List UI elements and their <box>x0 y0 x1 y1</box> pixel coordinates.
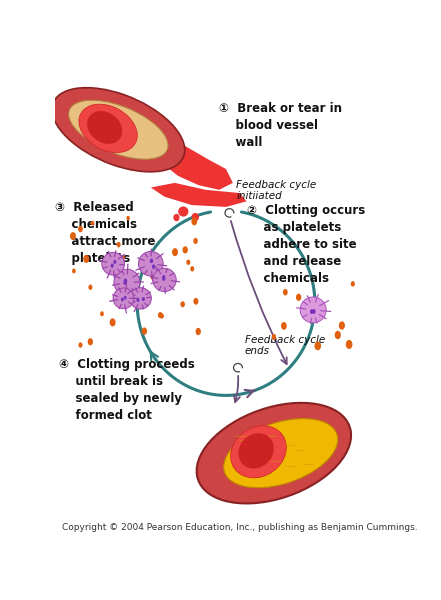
Ellipse shape <box>191 213 199 221</box>
Circle shape <box>160 313 164 319</box>
Circle shape <box>88 338 93 346</box>
Circle shape <box>183 246 188 254</box>
Circle shape <box>158 312 162 318</box>
Circle shape <box>83 255 89 263</box>
Circle shape <box>137 298 139 302</box>
Circle shape <box>296 293 301 301</box>
Circle shape <box>124 296 127 299</box>
Ellipse shape <box>52 88 185 172</box>
Ellipse shape <box>87 111 122 144</box>
Ellipse shape <box>138 251 163 276</box>
Circle shape <box>150 259 153 263</box>
Text: Feedback cycle
ends: Feedback cycle ends <box>245 335 325 356</box>
Circle shape <box>314 341 321 350</box>
Circle shape <box>283 289 288 295</box>
Circle shape <box>346 340 352 349</box>
Circle shape <box>123 278 127 283</box>
Ellipse shape <box>178 206 188 217</box>
Circle shape <box>91 221 94 226</box>
Circle shape <box>142 297 145 301</box>
Circle shape <box>150 274 155 280</box>
Circle shape <box>72 268 76 274</box>
Ellipse shape <box>79 104 137 152</box>
Circle shape <box>70 232 76 240</box>
Circle shape <box>191 218 197 226</box>
Circle shape <box>127 216 130 220</box>
Circle shape <box>162 275 165 280</box>
Circle shape <box>123 280 127 285</box>
Circle shape <box>195 328 201 335</box>
Text: ④  Clotting proceeds
    until break is
    sealed by newly
    formed clot: ④ Clotting proceeds until break is seale… <box>59 358 194 422</box>
Circle shape <box>193 238 198 244</box>
Circle shape <box>162 277 165 281</box>
Ellipse shape <box>114 269 140 295</box>
Circle shape <box>351 281 355 287</box>
Ellipse shape <box>300 297 326 323</box>
Ellipse shape <box>113 288 134 309</box>
Circle shape <box>108 255 111 260</box>
Circle shape <box>152 265 155 269</box>
Ellipse shape <box>130 288 151 309</box>
Text: ②  Clotting occurs
    as platelets
    adhere to site
    and release
    chemi: ② Clotting occurs as platelets adhere to… <box>247 203 365 284</box>
Ellipse shape <box>197 403 351 503</box>
Polygon shape <box>144 139 233 190</box>
Circle shape <box>78 343 82 348</box>
Text: Copyright © 2004 Pearson Education, Inc., publishing as Benjamin Cummings.: Copyright © 2004 Pearson Education, Inc.… <box>62 523 418 532</box>
Circle shape <box>78 226 83 232</box>
Circle shape <box>193 298 198 305</box>
Circle shape <box>172 248 178 256</box>
Circle shape <box>88 284 93 290</box>
Circle shape <box>190 266 194 272</box>
Circle shape <box>335 331 341 339</box>
Circle shape <box>100 311 104 316</box>
Circle shape <box>111 263 114 268</box>
Circle shape <box>121 298 124 301</box>
Ellipse shape <box>224 419 338 488</box>
Circle shape <box>281 322 287 330</box>
Circle shape <box>312 309 316 314</box>
Text: Feedback cycle
initiiated: Feedback cycle initiiated <box>236 180 317 202</box>
Circle shape <box>113 260 116 264</box>
Circle shape <box>339 322 345 329</box>
Ellipse shape <box>69 100 168 159</box>
Circle shape <box>142 328 147 335</box>
Circle shape <box>187 260 191 265</box>
Ellipse shape <box>102 253 125 275</box>
Text: ③  Released
    chemicals
    attract more
    platelets: ③ Released chemicals attract more platel… <box>55 202 156 265</box>
Ellipse shape <box>238 433 274 469</box>
Circle shape <box>314 302 319 310</box>
Ellipse shape <box>173 214 179 221</box>
Ellipse shape <box>153 268 176 292</box>
Text: ①  Break or tear in
    blood vessel
    wall: ① Break or tear in blood vessel wall <box>219 102 342 149</box>
Circle shape <box>121 255 125 260</box>
Circle shape <box>136 280 140 286</box>
Circle shape <box>116 242 121 247</box>
Circle shape <box>310 309 314 314</box>
Polygon shape <box>151 183 247 207</box>
Ellipse shape <box>231 425 286 478</box>
Circle shape <box>110 319 116 326</box>
Circle shape <box>180 301 185 307</box>
Circle shape <box>272 334 276 340</box>
